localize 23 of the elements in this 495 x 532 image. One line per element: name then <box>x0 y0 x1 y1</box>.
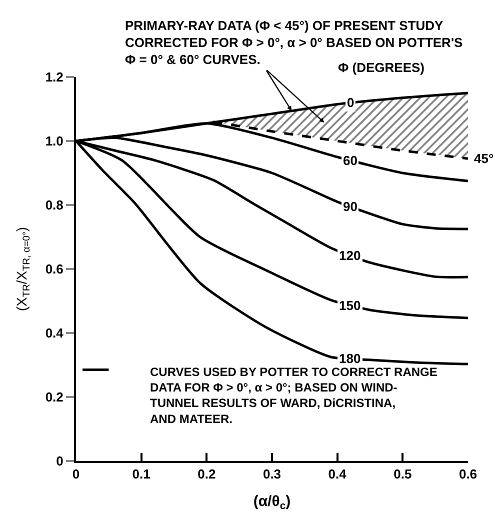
series-label: 0 <box>347 95 354 110</box>
y-tick-label: 0 <box>56 454 64 469</box>
x-tick-label: 0.6 <box>458 466 478 482</box>
series-label: 120 <box>339 248 361 263</box>
x-tick-label: 0.3 <box>262 466 282 482</box>
series-label: 45° <box>474 151 494 166</box>
y-tick-label: 0.2 <box>45 390 64 405</box>
series-label: 90 <box>343 199 358 214</box>
x-tick-label: 0.2 <box>198 466 216 482</box>
x-tick-label: 0.1 <box>132 466 150 482</box>
y-tick-label: 0.8 <box>45 198 64 213</box>
series-label: 150 <box>339 298 361 313</box>
x-tick-label: 0.5 <box>394 466 412 482</box>
x-tick-label: 0 <box>72 466 80 482</box>
series-label: 60 <box>343 153 358 168</box>
x-tick-label: 0.4 <box>328 466 348 482</box>
series-label: 180 <box>339 351 361 366</box>
y-tick-label: 0.6 <box>45 262 64 277</box>
annotation: CURVES USED BY POTTER TO CORRECT RANGE DATA FOR Φ > 0°, α > 0°; BASED ON WIND- TUNNEL RESULTS OF WARD, DiCRISTINA, AND MATEER. <box>150 365 438 426</box>
y-tick-label: 0.4 <box>45 326 64 341</box>
y-tick-label: 1.0 <box>45 134 64 149</box>
y-tick-label: 1.2 <box>45 70 64 85</box>
x-axis-title: (α/θ$_{c}$) <box>253 493 291 512</box>
